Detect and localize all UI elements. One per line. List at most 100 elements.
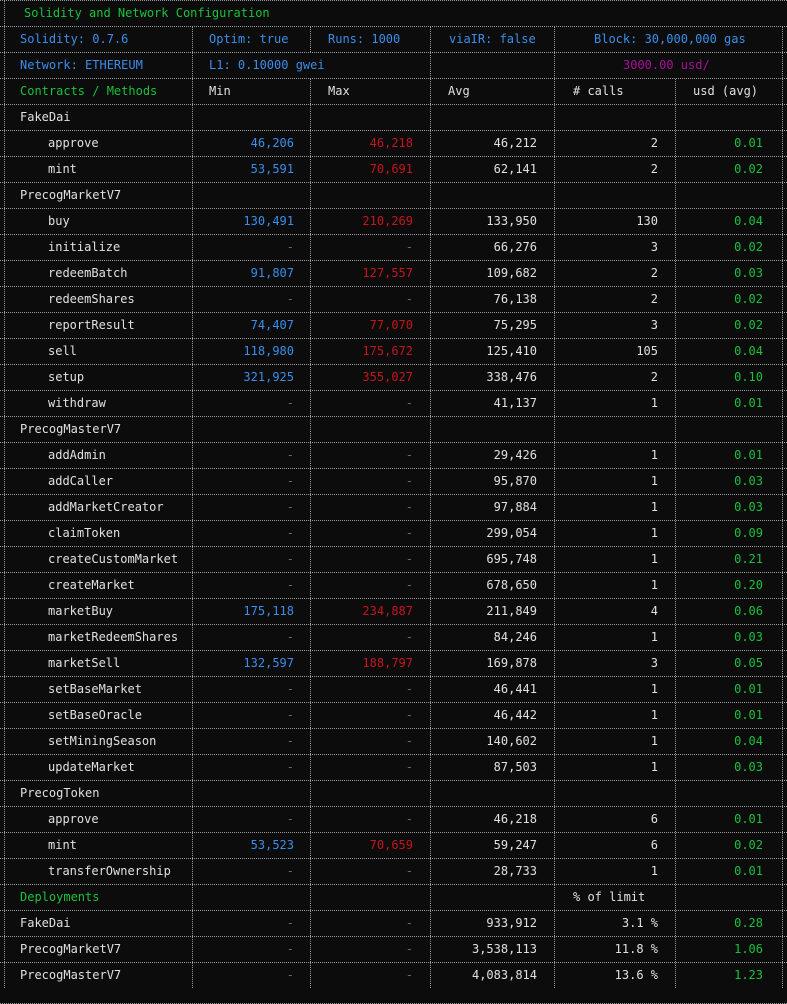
percent-of-limit: 11.8 % bbox=[614, 942, 658, 956]
avg-gas: 140,602 bbox=[486, 734, 537, 748]
avg-gas: 29,426 bbox=[493, 448, 537, 462]
usd-cost: 0.01 bbox=[734, 708, 763, 722]
call-count: 1 bbox=[650, 526, 658, 540]
call-count: 1 bbox=[650, 474, 658, 488]
config-title: Solidity and Network Configuration bbox=[24, 6, 270, 20]
deployments-header: Deployments bbox=[20, 890, 100, 904]
min-gas: - bbox=[286, 474, 294, 488]
min-gas: - bbox=[286, 578, 294, 592]
method-row: approve - - 46,218 6 0.01 bbox=[0, 806, 787, 832]
deployment-name: PrecogMasterV7 bbox=[20, 968, 122, 982]
avg-gas: 211,849 bbox=[486, 604, 537, 618]
method-name: setBaseOracle bbox=[48, 708, 142, 722]
max-gas: - bbox=[405, 292, 413, 306]
call-count: 3 bbox=[650, 240, 658, 254]
contract-row: PrecogToken bbox=[0, 780, 787, 806]
max-gas: 70,659 bbox=[369, 838, 413, 852]
percent-limit-header: % of limit bbox=[573, 890, 646, 904]
method-name: sell bbox=[48, 344, 77, 358]
max-gas: 127,557 bbox=[362, 266, 413, 280]
max-gas: 46,218 bbox=[369, 136, 413, 150]
method-row: initialize - - 66,276 3 0.02 bbox=[0, 234, 787, 260]
usd-column-header: usd (avg) bbox=[693, 84, 759, 98]
method-row: redeemBatch 91,807 127,557 109,682 2 0.03 bbox=[0, 260, 787, 286]
method-name: createCustomMarket bbox=[48, 552, 179, 566]
viair-setting: viaIR: false bbox=[449, 32, 536, 46]
call-count: 130 bbox=[636, 214, 658, 228]
methods-column-header: Contracts / Methods bbox=[20, 84, 158, 98]
method-row: marketRedeemShares - - 84,246 1 0.03 bbox=[0, 624, 787, 650]
min-gas: - bbox=[286, 916, 294, 930]
deployment-row: FakeDai - - 933,912 3.1 % 0.28 bbox=[0, 910, 787, 936]
config-compiler-row: Solidity: 0.7.6 Optim: true Runs: 1000 v… bbox=[0, 26, 787, 52]
avg-column-header: Avg bbox=[448, 84, 470, 98]
method-name: updateMarket bbox=[48, 760, 135, 774]
avg-gas: 75,295 bbox=[493, 318, 537, 332]
usd-cost: 0.03 bbox=[734, 266, 763, 280]
max-gas: - bbox=[405, 474, 413, 488]
usd-cost: 0.20 bbox=[734, 578, 763, 592]
usd-cost: 0.05 bbox=[734, 656, 763, 670]
min-gas: - bbox=[286, 240, 294, 254]
percent-of-limit: 13.6 % bbox=[614, 968, 658, 982]
min-gas: 321,925 bbox=[243, 370, 294, 384]
call-count: 6 bbox=[650, 838, 658, 852]
max-gas: - bbox=[405, 864, 413, 878]
min-gas: 132,597 bbox=[243, 656, 294, 670]
method-name: mint bbox=[48, 162, 77, 176]
min-gas: 74,407 bbox=[250, 318, 294, 332]
avg-gas: 338,476 bbox=[486, 370, 537, 384]
contract-row: PrecogMarketV7 bbox=[0, 182, 787, 208]
min-gas: - bbox=[286, 500, 294, 514]
min-gas: 46,206 bbox=[250, 136, 294, 150]
method-name: approve bbox=[48, 812, 99, 826]
max-gas: - bbox=[405, 500, 413, 514]
method-name: redeemBatch bbox=[48, 266, 128, 280]
min-gas: - bbox=[286, 968, 294, 982]
usd-cost: 0.01 bbox=[734, 136, 763, 150]
avg-gas: 3,538,113 bbox=[471, 942, 537, 956]
call-count: 1 bbox=[650, 734, 658, 748]
avg-gas: 28,733 bbox=[493, 864, 537, 878]
l1-gas-price: L1: 0.10000 gwei bbox=[209, 58, 325, 72]
method-row: claimToken - - 299,054 1 0.09 bbox=[0, 520, 787, 546]
method-name: addAdmin bbox=[48, 448, 106, 462]
min-gas: - bbox=[286, 448, 294, 462]
contract-row: FakeDai bbox=[0, 104, 787, 130]
min-gas: - bbox=[286, 682, 294, 696]
method-name: redeemShares bbox=[48, 292, 135, 306]
contract-name: PrecogToken bbox=[20, 786, 100, 800]
max-gas: - bbox=[405, 526, 413, 540]
method-name: marketSell bbox=[48, 656, 121, 670]
avg-gas: 46,442 bbox=[493, 708, 537, 722]
usd-cost: 0.21 bbox=[734, 552, 763, 566]
min-gas: - bbox=[286, 630, 294, 644]
call-count: 1 bbox=[650, 760, 658, 774]
avg-gas: 46,218 bbox=[493, 812, 537, 826]
max-gas: 175,672 bbox=[362, 344, 413, 358]
method-row: marketBuy 175,118 234,887 211,849 4 0.06 bbox=[0, 598, 787, 624]
call-count: 1 bbox=[650, 500, 658, 514]
usd-cost: 0.03 bbox=[734, 630, 763, 644]
method-row: buy 130,491 210,269 133,950 130 0.04 bbox=[0, 208, 787, 234]
avg-gas: 62,141 bbox=[493, 162, 537, 176]
method-row: withdraw - - 41,137 1 0.01 bbox=[0, 390, 787, 416]
usd-cost: 0.01 bbox=[734, 448, 763, 462]
max-gas: - bbox=[405, 734, 413, 748]
min-gas: - bbox=[286, 526, 294, 540]
max-gas: - bbox=[405, 708, 413, 722]
method-name: setup bbox=[48, 370, 85, 384]
avg-gas: 95,870 bbox=[493, 474, 537, 488]
avg-gas: 46,441 bbox=[493, 682, 537, 696]
max-gas: 355,027 bbox=[362, 370, 413, 384]
deployments-header-row: Deployments % of limit bbox=[0, 884, 787, 910]
solidity-version: Solidity: 0.7.6 bbox=[20, 32, 129, 46]
method-name: buy bbox=[48, 214, 70, 228]
min-gas: - bbox=[286, 552, 294, 566]
deployment-name: PrecogMarketV7 bbox=[20, 942, 122, 956]
method-name: transferOwnership bbox=[48, 864, 171, 878]
percent-of-limit: 3.1 % bbox=[621, 916, 658, 930]
call-count: 1 bbox=[650, 708, 658, 722]
min-gas: - bbox=[286, 396, 294, 410]
